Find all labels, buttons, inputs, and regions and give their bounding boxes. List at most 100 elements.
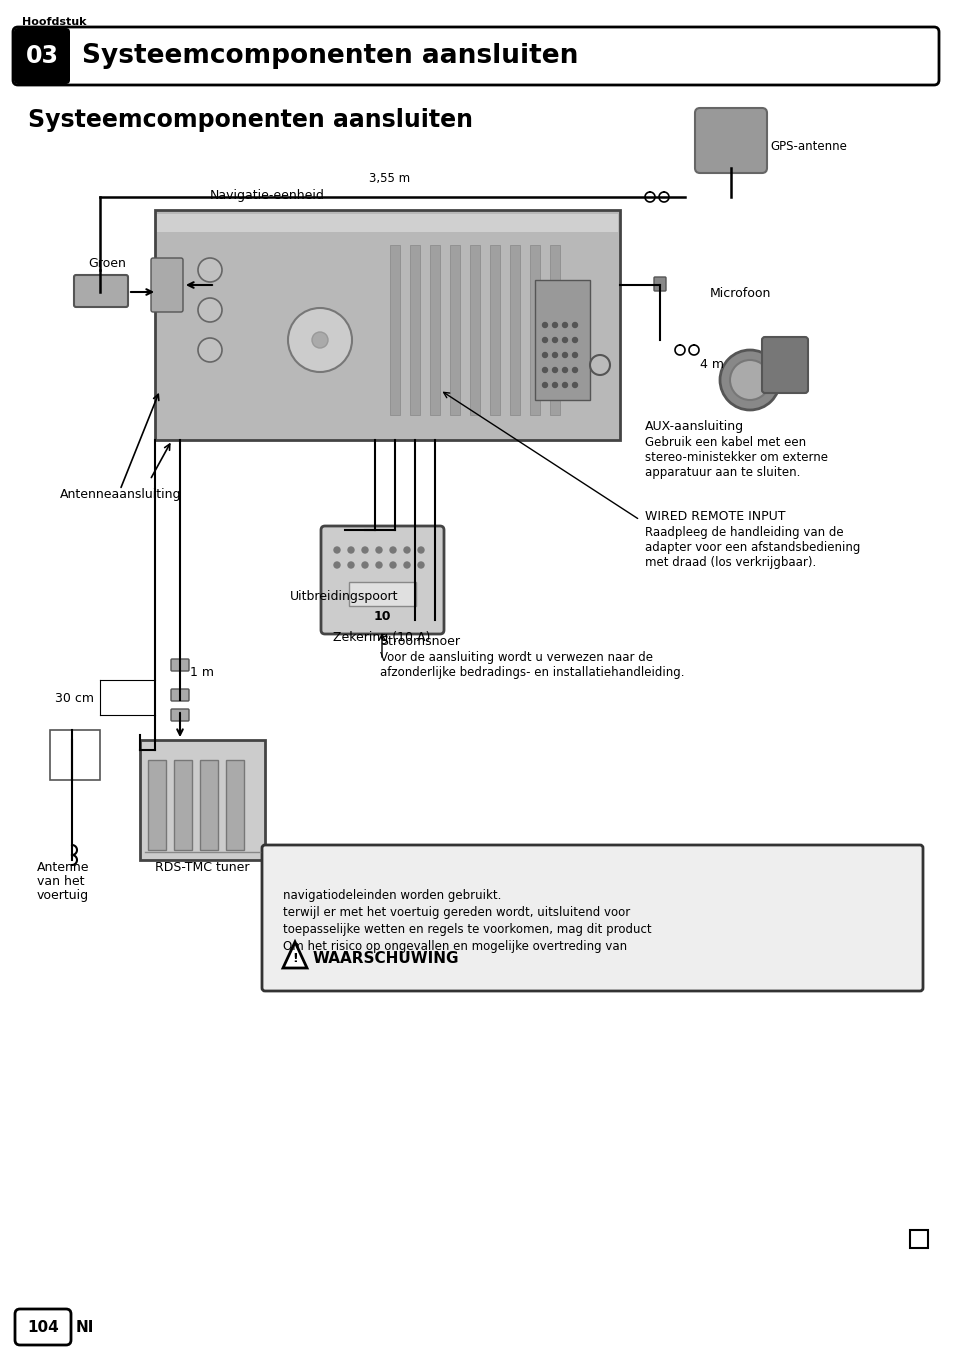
Text: 4 m: 4 m: [700, 358, 723, 372]
FancyBboxPatch shape: [349, 581, 416, 606]
Bar: [510, 245, 519, 415]
Text: Voor de aansluiting wordt u verwezen naar de: Voor de aansluiting wordt u verwezen naa…: [379, 652, 652, 664]
Text: Microfoon: Microfoon: [709, 287, 771, 300]
Circle shape: [572, 368, 577, 373]
Text: Systeemcomponenten aansluiten: Systeemcomponenten aansluiten: [82, 43, 578, 69]
Text: voertuig: voertuig: [37, 890, 89, 902]
Circle shape: [390, 548, 395, 553]
FancyBboxPatch shape: [262, 845, 923, 991]
Circle shape: [542, 338, 547, 342]
Circle shape: [562, 323, 567, 327]
Text: 03: 03: [26, 45, 58, 68]
FancyBboxPatch shape: [151, 258, 183, 312]
Circle shape: [589, 356, 609, 375]
Text: apparatuur aan te sluiten.: apparatuur aan te sluiten.: [644, 466, 800, 479]
Circle shape: [552, 353, 557, 357]
FancyBboxPatch shape: [171, 658, 189, 671]
Bar: [173, 760, 192, 850]
Bar: [157, 214, 618, 233]
Circle shape: [334, 548, 339, 553]
Text: met draad (los verkrijgbaar).: met draad (los verkrijgbaar).: [644, 556, 816, 569]
Circle shape: [552, 383, 557, 388]
Text: NI: NI: [76, 1320, 94, 1334]
FancyBboxPatch shape: [695, 108, 766, 173]
Circle shape: [562, 353, 567, 357]
Text: Om het risico op ongevallen en mogelijke overtreding van: Om het risico op ongevallen en mogelijke…: [283, 940, 626, 953]
Circle shape: [552, 368, 557, 373]
Bar: [200, 760, 218, 850]
FancyBboxPatch shape: [50, 730, 100, 780]
Circle shape: [375, 548, 381, 553]
Circle shape: [562, 338, 567, 342]
Bar: [550, 245, 559, 415]
Text: !: !: [292, 952, 297, 964]
Text: stereo-ministekker om externe: stereo-ministekker om externe: [644, 452, 827, 464]
Text: afzonderlijke bedradings- en installatiehandleiding.: afzonderlijke bedradings- en installatie…: [379, 667, 684, 679]
FancyBboxPatch shape: [171, 708, 189, 721]
Circle shape: [562, 368, 567, 373]
Circle shape: [542, 368, 547, 373]
Bar: [430, 245, 439, 415]
Polygon shape: [283, 942, 307, 968]
FancyBboxPatch shape: [761, 337, 807, 393]
Text: Antenneaansluiting: Antenneaansluiting: [60, 488, 181, 502]
FancyBboxPatch shape: [74, 274, 128, 307]
Text: 104: 104: [27, 1320, 59, 1334]
Text: AUX-aansluiting: AUX-aansluiting: [644, 420, 743, 433]
Bar: [909, 1230, 927, 1248]
Bar: [470, 245, 479, 415]
Text: Gebruik een kabel met een: Gebruik een kabel met een: [644, 435, 805, 449]
Circle shape: [572, 353, 577, 357]
Circle shape: [720, 350, 780, 410]
Circle shape: [198, 297, 222, 322]
Circle shape: [572, 338, 577, 342]
FancyBboxPatch shape: [320, 526, 443, 634]
Text: toepasselijke wetten en regels te voorkomen, mag dit product: toepasselijke wetten en regels te voorko…: [283, 923, 651, 936]
Circle shape: [417, 562, 423, 568]
Circle shape: [542, 383, 547, 388]
Circle shape: [552, 323, 557, 327]
Circle shape: [562, 383, 567, 388]
Circle shape: [729, 360, 769, 400]
Text: Zekering (10 A): Zekering (10 A): [333, 631, 430, 644]
Circle shape: [390, 562, 395, 568]
Circle shape: [375, 562, 381, 568]
Text: WAARSCHUWING: WAARSCHUWING: [313, 950, 459, 965]
FancyBboxPatch shape: [140, 740, 265, 860]
Text: Groen: Groen: [88, 257, 126, 270]
FancyBboxPatch shape: [14, 28, 70, 84]
Circle shape: [348, 562, 354, 568]
Circle shape: [361, 548, 368, 553]
FancyBboxPatch shape: [13, 27, 938, 85]
Circle shape: [334, 562, 339, 568]
Text: 3,55 m: 3,55 m: [369, 172, 410, 185]
Circle shape: [572, 323, 577, 327]
Text: Raadpleeg de handleiding van de: Raadpleeg de handleiding van de: [644, 526, 842, 539]
Text: terwijl er met het voertuig gereden wordt, uitsluitend voor: terwijl er met het voertuig gereden word…: [283, 906, 630, 919]
Text: 30 cm: 30 cm: [55, 691, 94, 704]
Circle shape: [198, 338, 222, 362]
Text: Stroomsnoer: Stroomsnoer: [379, 635, 459, 648]
FancyBboxPatch shape: [154, 210, 619, 439]
FancyBboxPatch shape: [171, 690, 189, 700]
Circle shape: [312, 333, 328, 347]
Bar: [450, 245, 459, 415]
Circle shape: [552, 338, 557, 342]
FancyBboxPatch shape: [654, 277, 665, 291]
Text: van het: van het: [37, 875, 85, 888]
Bar: [410, 245, 419, 415]
Text: GPS-antenne: GPS-antenne: [769, 141, 846, 154]
Bar: [148, 760, 166, 850]
Bar: [226, 760, 244, 850]
Text: Hoofdstuk: Hoofdstuk: [22, 18, 87, 27]
Circle shape: [198, 258, 222, 283]
Text: RDS-TMC tuner: RDS-TMC tuner: [154, 861, 249, 873]
Circle shape: [403, 548, 410, 553]
Text: Uitbreidingspoort: Uitbreidingspoort: [290, 589, 398, 603]
Circle shape: [542, 353, 547, 357]
Text: WIRED REMOTE INPUT: WIRED REMOTE INPUT: [644, 510, 784, 523]
Bar: [530, 245, 539, 415]
Text: adapter voor een afstandsbediening: adapter voor een afstandsbediening: [644, 541, 860, 554]
Text: 1 m: 1 m: [190, 665, 213, 679]
Circle shape: [361, 562, 368, 568]
